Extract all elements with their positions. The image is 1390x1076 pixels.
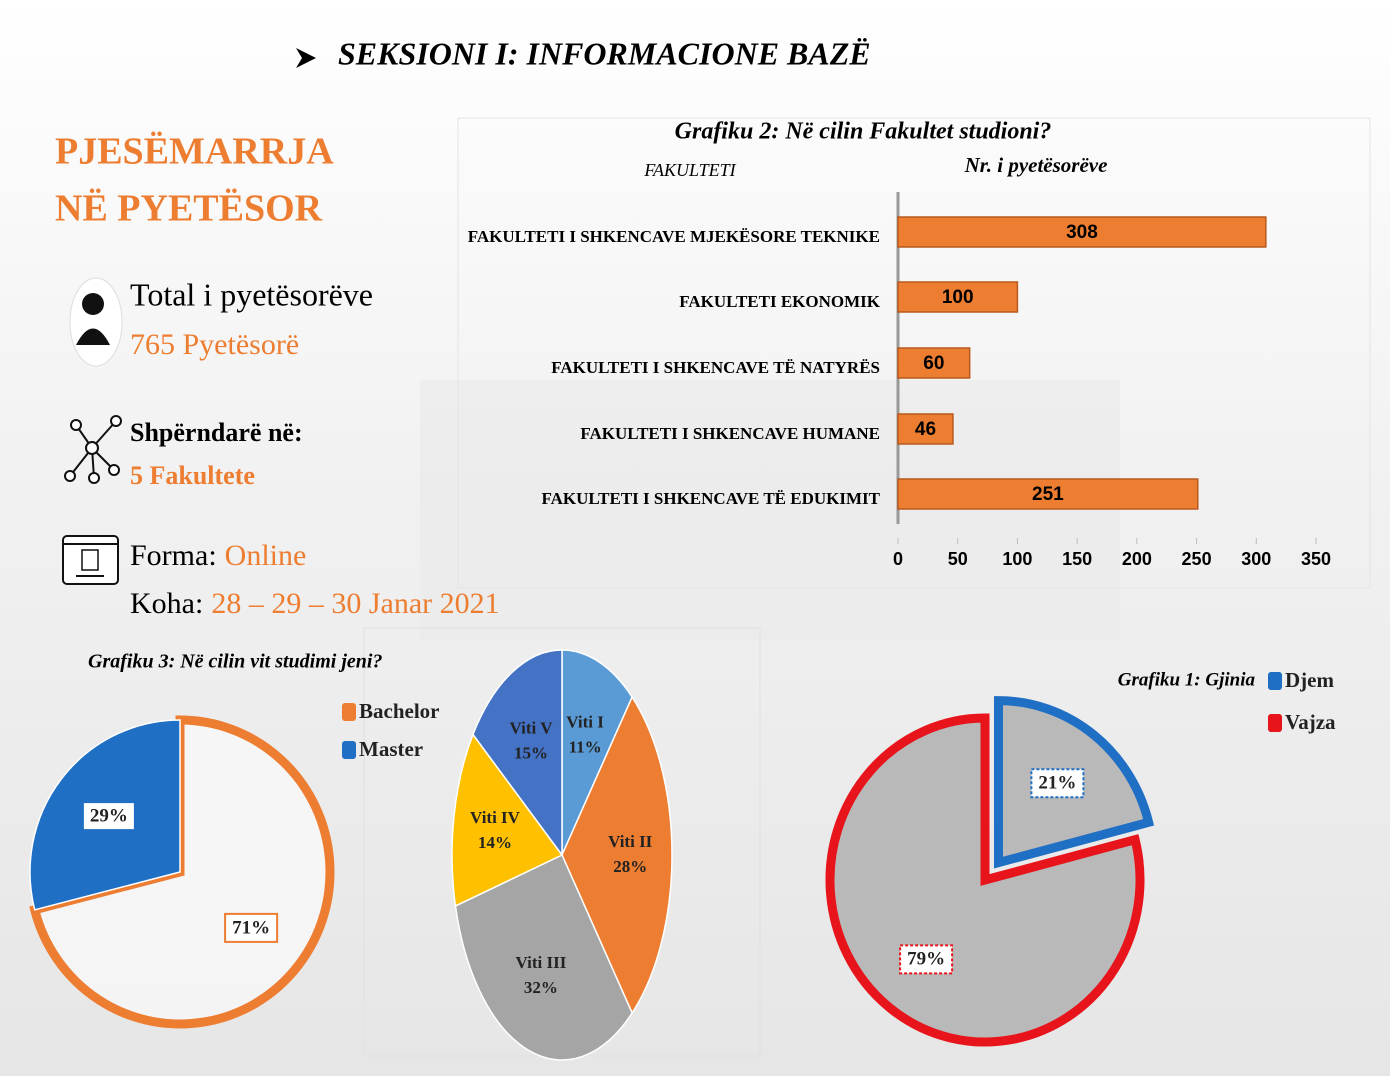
bar-chart-frame — [457, 117, 1371, 589]
slice-category-label: Viti III — [515, 953, 566, 972]
form-value: Online — [225, 539, 307, 572]
pie-slice — [454, 853, 633, 1061]
chart-title: Grafiku 3: Në cilin vit studimi jeni? — [88, 651, 382, 673]
time-label: Koha: — [130, 587, 203, 620]
time-value: 28 – 29 – 30 Janar 2021 — [211, 587, 499, 620]
slice-category-label: Viti II — [608, 832, 653, 851]
total-label: Total i pyetësorëve — [130, 276, 373, 312]
legend-swatch — [342, 703, 356, 721]
legend-label: Bachelor — [359, 699, 439, 723]
form-label: Forma: — [130, 539, 217, 572]
legend-swatch — [1268, 672, 1282, 690]
slice-category-label: Viti I — [566, 712, 604, 731]
slice-value-label: 71% — [232, 917, 270, 938]
pie-slice — [451, 732, 564, 908]
slice-value-label: 29% — [90, 805, 128, 826]
legend-swatch — [1268, 714, 1282, 732]
pie-slice — [561, 695, 673, 1015]
heading: NË PYETËSOR — [55, 188, 323, 230]
slice-value-label: 21% — [1038, 773, 1076, 794]
total-value: 765 Pyetësorë — [130, 328, 299, 361]
category-label: FAKULTETI EKONOMIK — [679, 292, 881, 311]
legend-swatch — [342, 741, 356, 759]
bar — [897, 216, 1267, 248]
heading: PJESËMARRJA — [55, 131, 334, 173]
label-box — [224, 912, 279, 943]
x-tick-label: 350 — [1301, 549, 1331, 569]
x-tick-label: 50 — [948, 549, 968, 569]
category-label: FAKULTETI I SHKENCAVE TË EDUKIMIT — [541, 489, 880, 508]
form-line: Forma: Online — [130, 539, 306, 572]
page-title: SEKSIONI I: INFORMACIONE BAZË — [338, 35, 871, 71]
chart-title: Grafiku 1: Gjinia — [1118, 669, 1256, 690]
bar-value-label: 46 — [915, 419, 936, 440]
person-icon — [69, 277, 123, 367]
bar — [897, 347, 971, 379]
label-box — [81, 801, 136, 832]
bar-value-label: 251 — [1032, 484, 1064, 505]
bar-value-label: 308 — [1066, 222, 1098, 243]
pie-slice — [561, 649, 633, 856]
category-label: FAKULTETI I SHKENCAVE HUMANE — [580, 424, 880, 443]
label-box — [1030, 768, 1085, 799]
x-tick-label: 250 — [1182, 549, 1212, 569]
slice-value-label: 32% — [524, 978, 558, 997]
background-building — [420, 380, 1120, 640]
x-tick-label: 300 — [1241, 549, 1271, 569]
slice-value-label: 79% — [907, 949, 945, 970]
bar — [897, 478, 1199, 510]
category-label: FAKULTETI I SHKENCAVE MJEKËSORE TEKNIKE — [468, 227, 880, 246]
slice-category-label: Viti IV — [470, 808, 521, 827]
time-line: Koha: 28 – 29 – 30 Janar 2021 — [130, 587, 500, 620]
bar — [897, 281, 1019, 313]
y-axis-label: FAKULTETI — [643, 160, 736, 180]
legend-label: Vajza — [1285, 710, 1336, 734]
distributed-value: 5 Fakultete — [130, 461, 255, 490]
title-bullet — [296, 48, 316, 68]
category-label: FAKULTETI I SHKENCAVE TË NATYRËS — [551, 358, 880, 377]
pie-slice — [29, 715, 335, 1029]
x-tick-label: 0 — [893, 549, 903, 569]
bar — [897, 413, 954, 445]
bar-value-label: 100 — [942, 287, 974, 308]
x-tick-label: 150 — [1062, 549, 1092, 569]
network-icon — [64, 415, 122, 484]
slice-value-label: 28% — [613, 857, 647, 876]
x-tick-label: 100 — [1002, 549, 1032, 569]
x-axis-label: Nr. i pyetësorëve — [964, 153, 1108, 177]
slice-value-label: 14% — [478, 833, 512, 852]
slice-value-label: 11% — [569, 737, 602, 756]
slice-category-label: Viti V — [510, 719, 554, 738]
legend-label: Master — [359, 737, 423, 761]
pie-slice — [472, 649, 563, 858]
slice-value-label: 15% — [514, 744, 548, 763]
legend-label: Djem — [1285, 668, 1334, 692]
chart-title: Grafiku 2: Në cilin Fakultet studioni? — [675, 119, 1052, 145]
form-icon — [62, 535, 119, 585]
label-box — [899, 944, 954, 975]
bar-value-label: 60 — [923, 353, 944, 374]
distributed-label: Shpërndarë në: — [130, 418, 303, 447]
x-tick-label: 200 — [1122, 549, 1152, 569]
